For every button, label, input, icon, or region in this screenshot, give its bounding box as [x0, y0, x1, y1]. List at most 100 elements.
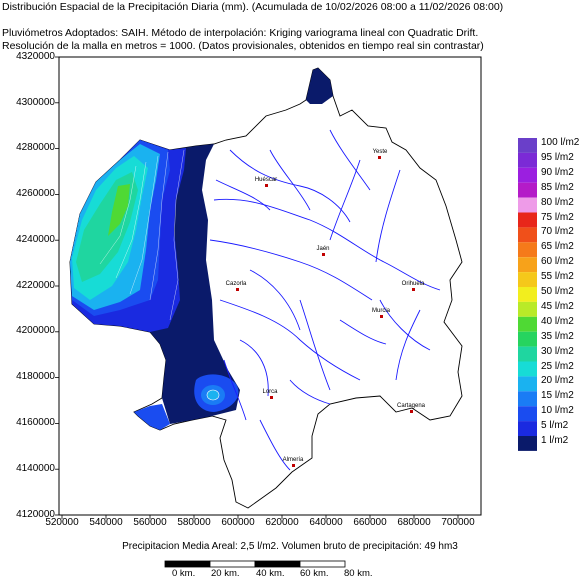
city-marker [265, 184, 268, 187]
y-tick-label: 4260000 [16, 188, 55, 199]
city-marker [292, 464, 295, 467]
legend-swatch [518, 391, 537, 407]
y-tick-label: 4180000 [16, 371, 55, 382]
method-line: Pluviómetros Adoptados: SAIH. Método de … [2, 27, 479, 39]
legend-colorbar [518, 138, 537, 451]
y-tick-label: 4300000 [16, 97, 55, 108]
scale-label: 80 km. [344, 568, 373, 579]
legend-swatch [518, 212, 537, 228]
rain-zone-40mm [108, 184, 130, 236]
city-label: Cazorla [225, 281, 247, 287]
legend-label: 95 l/m2 [541, 151, 574, 163]
legend-swatch [518, 361, 537, 377]
legend-swatch [518, 331, 537, 347]
city-label: Huéscar [254, 177, 278, 183]
legend-label: 65 l/m2 [541, 241, 574, 253]
legend-swatch [518, 376, 537, 392]
x-tick-label: 580000 [177, 517, 211, 528]
legend-label: 75 l/m2 [541, 211, 574, 223]
city-label: Orihuela [401, 281, 425, 287]
legend-label: 40 l/m2 [541, 315, 574, 327]
legend-label: 80 l/m2 [541, 196, 574, 208]
legend-swatch [518, 436, 537, 451]
areal-summary: Precipitacion Media Areal: 2,5 l/m2. Vol… [122, 541, 458, 552]
legend-swatch [518, 421, 537, 436]
x-tick-label: 520000 [45, 517, 79, 528]
city-label: Jaén [316, 246, 330, 252]
legend-swatch [518, 227, 537, 243]
y-tick-label: 4140000 [16, 463, 55, 474]
x-tick-label: 640000 [309, 517, 343, 528]
legend-label: 15 l/m2 [541, 390, 574, 402]
legend-label: 100 l/m2 [541, 137, 580, 148]
y-tick-label: 4120000 [16, 509, 55, 520]
legend-swatch [518, 346, 537, 362]
x-tick-label: 540000 [89, 517, 123, 528]
city-marker [380, 315, 383, 318]
scale-label: 20 km. [211, 568, 240, 579]
city-label: Yeste [372, 149, 388, 155]
legend-label: 60 l/m2 [541, 256, 574, 268]
city-label: Murcia [371, 308, 391, 314]
legend-label: 35 l/m2 [541, 330, 574, 342]
y-tick-label: 4320000 [16, 51, 55, 62]
scale-label: 60 km. [300, 568, 329, 579]
legend-label: 5 l/m2 [541, 420, 569, 432]
contour-lines [99, 149, 185, 321]
legend-swatch [518, 182, 537, 198]
legend-label: 20 l/m2 [541, 375, 574, 387]
city-marker [236, 288, 239, 291]
legend-swatch [518, 406, 537, 422]
legend-swatch [518, 152, 537, 168]
legend-label: 1 l/m2 [541, 435, 569, 446]
legend-swatch [518, 242, 537, 258]
x-tick-label: 620000 [265, 517, 299, 528]
legend-label: 70 l/m2 [541, 226, 574, 238]
legend-swatch [518, 272, 537, 287]
legend-label: 25 l/m2 [541, 360, 574, 372]
legend-label: 85 l/m2 [541, 181, 574, 193]
y-tick-label: 4280000 [16, 142, 55, 153]
legend-swatch [518, 167, 537, 183]
legend-label: 10 l/m2 [541, 405, 574, 417]
legend-swatch [518, 138, 537, 153]
city-marker [378, 156, 381, 159]
river-network [209, 129, 441, 471]
legend-label: 90 l/m2 [541, 166, 574, 178]
legend-label: 50 l/m2 [541, 286, 574, 297]
y-tick-label: 4160000 [16, 417, 55, 428]
x-tick-label: 600000 [221, 517, 255, 528]
x-tick-label: 560000 [133, 517, 167, 528]
city-label: Almería [282, 457, 304, 463]
scale-bar [164, 560, 346, 568]
city-label: Cartagena [396, 403, 426, 409]
x-tick-label: 660000 [353, 517, 387, 528]
city-marker [322, 253, 325, 256]
legend-swatch [518, 197, 537, 213]
x-tick-label: 700000 [441, 517, 475, 528]
resolution-line: Resolución de la malla en metros = 1000.… [2, 40, 484, 52]
y-tick-label: 4200000 [16, 325, 55, 336]
axis-ticks [55, 56, 459, 519]
city-marker [270, 396, 273, 399]
rain-zone-south [134, 404, 170, 430]
rain-zone-north-tip [306, 68, 333, 104]
legend-label: 55 l/m2 [541, 271, 574, 283]
legend-label: 30 l/m2 [541, 345, 574, 357]
city-marker [412, 288, 415, 291]
scale-label: 40 km. [256, 568, 285, 579]
legend-swatch [518, 316, 537, 332]
rain-zone-lorca-peak [206, 389, 220, 401]
legend-swatch [518, 257, 537, 273]
y-tick-label: 4220000 [16, 280, 55, 291]
legend-label: 45 l/m2 [541, 300, 574, 312]
y-tick-label: 4240000 [16, 234, 55, 245]
map-title: Distribución Espacial de la Precipitació… [2, 1, 504, 13]
legend-swatch [518, 301, 537, 317]
legend-swatch [518, 287, 537, 302]
city-marker [410, 410, 413, 413]
x-tick-label: 680000 [397, 517, 431, 528]
city-label: Lorca [262, 389, 278, 395]
scale-label: 0 km. [172, 568, 196, 579]
